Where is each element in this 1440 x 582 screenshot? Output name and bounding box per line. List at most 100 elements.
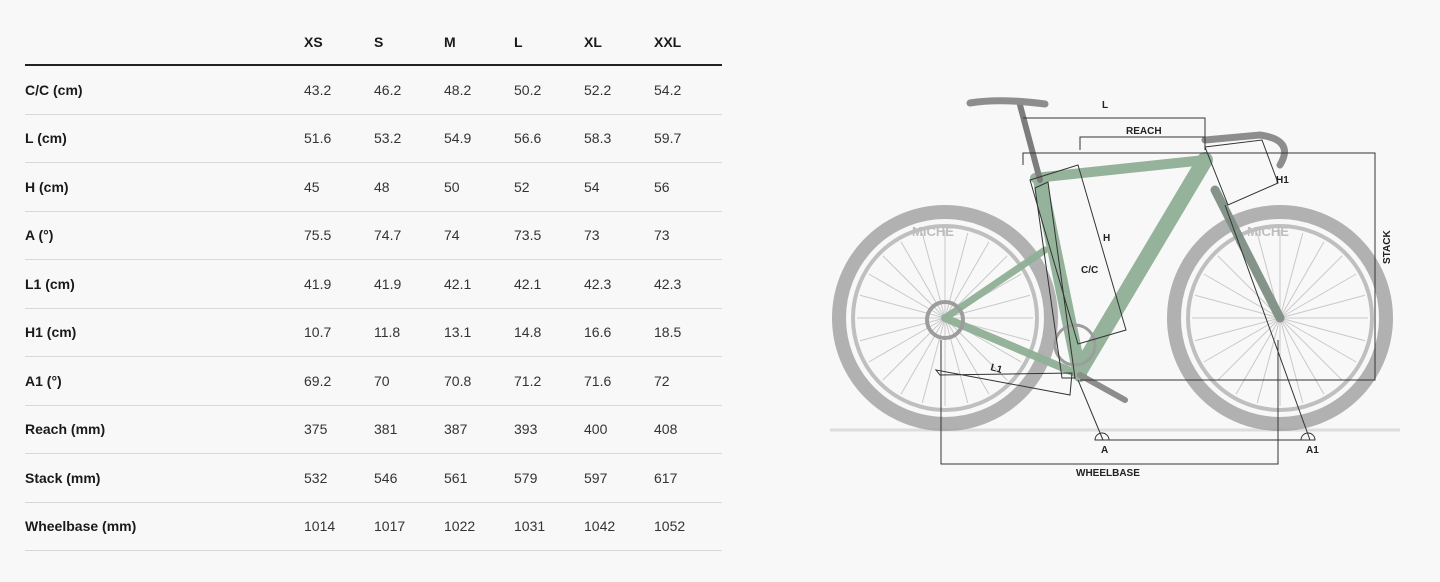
cell-value: 50: [444, 178, 460, 195]
label-a: A: [1101, 445, 1108, 456]
row-label: L1 (cm): [25, 275, 75, 292]
spoke: [1279, 317, 1304, 404]
row-label: Stack (mm): [25, 469, 101, 486]
cell-value: 75.5: [304, 227, 332, 244]
spoke: [944, 241, 990, 319]
label-l: L: [1102, 100, 1108, 111]
label-stack: STACK: [1382, 230, 1393, 264]
row-label: Wheelbase (mm): [25, 518, 137, 535]
cell-value: 74: [444, 227, 460, 244]
cell-value: 18.5: [654, 324, 682, 341]
tire-brand-rear: MICHE: [912, 224, 954, 239]
spoke: [921, 232, 946, 319]
spoke: [944, 255, 1008, 319]
spoke: [944, 317, 1031, 342]
spoke: [944, 317, 969, 404]
row-label: C/C (cm): [25, 81, 83, 98]
cell-value: 70.8: [444, 372, 472, 389]
spoke: [1279, 232, 1304, 319]
spoke: [859, 317, 946, 342]
cell-value: 381: [374, 421, 398, 438]
tire-brand-front: MICHE: [1247, 224, 1289, 239]
cell-value: 400: [584, 421, 608, 438]
row-label: Reach (mm): [25, 421, 106, 438]
spoke: [882, 317, 946, 381]
label-cc: C/C: [1081, 265, 1098, 276]
table-row: Stack (mm) 532 546 561 579 597 617: [25, 454, 722, 503]
cell-value: 11.8: [374, 324, 401, 341]
table-row: A (°) 75.5 74.7 74 73.5 73 73: [25, 212, 722, 260]
spoke: [1279, 317, 1357, 363]
spoke: [900, 241, 946, 319]
table-row: Wheelbase (mm) 1014 1017 1022 1031 1042 1052: [25, 503, 722, 551]
spoke: [1279, 241, 1325, 319]
row-label: H1 (cm): [25, 324, 77, 341]
spoke: [1256, 232, 1281, 319]
row-label: A (°): [25, 227, 54, 244]
spoke: [1279, 317, 1366, 342]
cell-value: 597: [584, 469, 608, 486]
table-header-row: XS S M L XL XXL: [25, 20, 722, 66]
label-a1: A1: [1306, 445, 1319, 456]
size-header-s: S: [374, 34, 384, 50]
cell-value: 16.6: [584, 324, 612, 341]
cell-value: 1031: [514, 518, 546, 535]
cell-value: 408: [654, 421, 678, 438]
cell-value: 73: [584, 227, 600, 244]
table-row: C/C (cm) 43.2 46.2 48.2 50.2 52.2 54.2: [25, 66, 722, 115]
size-header-xl: XL: [584, 34, 602, 50]
cell-value: 546: [374, 469, 398, 486]
cell-value: 10.7: [304, 324, 332, 341]
spoke: [868, 273, 946, 319]
spoke: [1194, 294, 1281, 319]
row-label: H (cm): [25, 178, 69, 195]
cell-value: 58.3: [584, 130, 612, 147]
cell-value: 73: [654, 227, 670, 244]
cell-value: 42.3: [654, 275, 682, 292]
spoke: [1235, 241, 1281, 319]
cell-value: 375: [304, 421, 328, 438]
geometry-table: XS S M L XL XXL C/C (cm) 43.2 46.2 48.2 50.2…: [25, 20, 722, 551]
spoke: [1235, 317, 1281, 395]
cell-value: 70: [374, 372, 390, 389]
spoke: [900, 317, 946, 395]
cell-value: 50.2: [514, 81, 542, 98]
spoke: [1203, 317, 1281, 363]
table-row: L (cm) 51.6 53.2 54.9 56.6 58.3 59.7: [25, 115, 722, 163]
cell-value: 14.8: [514, 324, 542, 341]
spoke: [1203, 273, 1281, 319]
cell-value: 42.1: [444, 275, 472, 292]
table-row: A1 (°) 69.2 70 70.8 71.2 71.6 72: [25, 357, 722, 406]
cell-value: 59.7: [654, 130, 682, 147]
cell-value: 69.2: [304, 372, 332, 389]
label-h1: H1: [1276, 175, 1289, 186]
spoke: [944, 232, 969, 319]
label-wheelbase: WHEELBASE: [1076, 468, 1140, 479]
cell-value: 561: [444, 469, 468, 486]
label-reach: REACH: [1126, 126, 1162, 137]
cell-value: 48: [374, 178, 390, 195]
spoke: [1217, 317, 1281, 381]
cell-value: 71.2: [514, 372, 542, 389]
spoke: [859, 294, 946, 319]
cell-value: 48.2: [444, 81, 472, 98]
label-l1: L1: [989, 362, 1004, 376]
size-header-xxl: XXL: [654, 34, 682, 50]
cell-value: 387: [444, 421, 468, 438]
spoke: [1217, 255, 1281, 319]
label-h: H: [1103, 233, 1110, 244]
cell-value: 393: [514, 421, 538, 438]
spoke: [921, 317, 946, 404]
cell-value: 42.3: [584, 275, 612, 292]
cell-value: 579: [514, 469, 538, 486]
measurement-lines: [934, 117, 1376, 465]
cell-value: 52.2: [584, 81, 612, 98]
cell-value: 43.2: [304, 81, 332, 98]
cell-value: 617: [654, 469, 678, 486]
spoke: [868, 317, 946, 363]
cell-value: 1014: [304, 518, 336, 535]
cell-value: 45: [304, 178, 320, 195]
cell-value: 73.5: [514, 227, 542, 244]
spoke: [944, 294, 1031, 319]
spoke: [1279, 317, 1325, 395]
